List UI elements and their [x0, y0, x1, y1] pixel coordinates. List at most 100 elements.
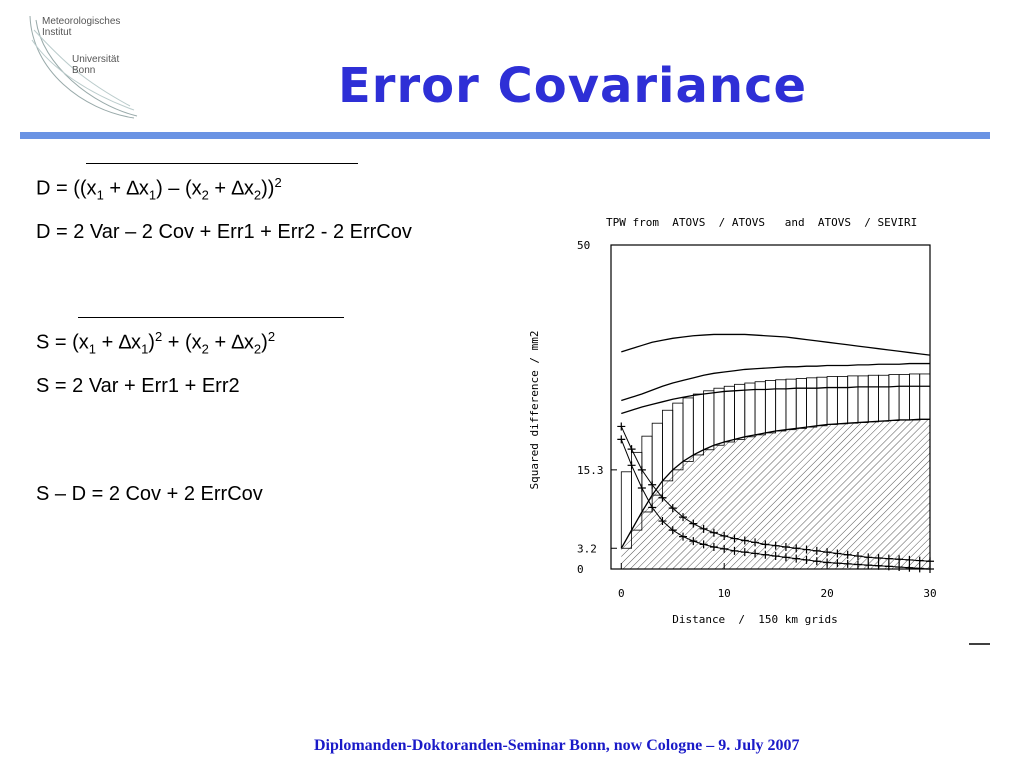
- box-bar: [919, 373, 931, 420]
- formula-s-overline: [78, 317, 344, 318]
- plus-marker: [709, 542, 718, 551]
- plus-marker: [853, 560, 862, 569]
- logo-text-line4: Bonn: [72, 65, 96, 76]
- box-bar: [867, 374, 879, 423]
- plus-marker: [720, 544, 729, 553]
- plus-marker: [895, 555, 904, 564]
- y-tick-label: 0: [577, 563, 584, 576]
- series-line: [621, 362, 930, 402]
- plus-marker: [864, 561, 873, 570]
- box-bar: [816, 376, 828, 427]
- plus-marker: [771, 552, 780, 561]
- plus-marker: [905, 563, 914, 572]
- box-bar: [785, 378, 797, 431]
- x-tick-label: 20: [820, 587, 833, 600]
- box-bar: [682, 397, 694, 462]
- box-bar: [888, 374, 900, 422]
- formula-s-definition: S = (x1 + ∆x1)2 + (x2 + ∆x2)2: [36, 329, 276, 357]
- series-line: [621, 333, 931, 356]
- plus-marker: [699, 524, 708, 533]
- plus-marker: [679, 513, 688, 522]
- box-bar: [898, 374, 910, 421]
- plus-marker: [709, 528, 718, 537]
- box-bar: [703, 390, 715, 451]
- series-line: [620, 418, 930, 549]
- box-bar: [672, 402, 684, 471]
- footer-citation: Diplomanden-Doktoranden-Seminar Bonn, no…: [314, 737, 800, 754]
- plus-marker: [781, 553, 790, 562]
- plus-marker: [823, 548, 832, 557]
- plus-marker: [689, 537, 698, 546]
- tick-layer: 0 10 20 30 0 3.2 15.3 50: [577, 239, 937, 600]
- plus-marker: [792, 554, 801, 563]
- plus-marker: [751, 538, 760, 547]
- plus-marker: [833, 549, 842, 558]
- formula-s-expansion: S = 2 Var + Err1 + Err2: [36, 375, 240, 397]
- plus-marker: [627, 445, 636, 454]
- logo-text-line3: Universität: [72, 54, 120, 65]
- box-bar: [826, 376, 838, 425]
- plus-marker: [771, 541, 780, 550]
- plot-frame: [610, 244, 931, 570]
- plus-marker: [895, 563, 904, 572]
- box-bar: [878, 374, 890, 422]
- box-bar: [909, 373, 921, 421]
- box-bar: [713, 387, 725, 446]
- formula-d-definition: D = ((x1 + ∆x1) – (x2 + ∆x2))2: [36, 175, 282, 203]
- box-bar: [775, 379, 787, 432]
- hatched-area: [621, 419, 930, 569]
- plus-marker: [668, 526, 677, 535]
- y-tick-label: 3.2: [577, 542, 597, 555]
- plus-marker: [905, 555, 914, 564]
- plus-marker: [648, 480, 657, 489]
- plus-marker: [668, 504, 677, 513]
- chart-svg: TPW from ATOVS / ATOVS and ATOVS / SEVIR…: [528, 216, 996, 645]
- plus-marker: [648, 503, 657, 512]
- x-tick-label: 30: [923, 587, 936, 600]
- slide-title: Error Covariance: [338, 58, 808, 114]
- title-rule: [20, 132, 990, 139]
- marker-layer: [617, 422, 934, 573]
- box-bar: [857, 375, 869, 423]
- plus-marker: [915, 564, 924, 573]
- formula-d-overline: [86, 163, 358, 164]
- y-tick-label: 15.3: [577, 464, 604, 477]
- plus-marker: [740, 536, 749, 545]
- box-bar: [795, 378, 807, 429]
- formula-difference: S – D = 2 Cov + 2 ErrCov: [36, 483, 263, 505]
- plus-marker: [781, 542, 790, 551]
- plus-marker: [812, 546, 821, 555]
- box-bar: [662, 409, 674, 482]
- box-bar: [847, 375, 859, 424]
- box-bar: [734, 383, 746, 440]
- plus-marker: [699, 540, 708, 549]
- box-bar: [692, 393, 705, 456]
- plus-marker: [833, 559, 842, 568]
- chart-title: TPW from ATOVS / ATOVS and ATOVS / SEVIR…: [606, 216, 917, 229]
- plus-marker: [617, 435, 626, 444]
- hatched-area-layer: [621, 419, 930, 569]
- plus-marker: [627, 461, 636, 470]
- plus-marker: [761, 550, 770, 559]
- plus-marker: [730, 534, 739, 543]
- plus-marker: [658, 517, 667, 526]
- box-bar: [806, 377, 818, 428]
- squared-difference-chart: TPW from ATOVS / ATOVS and ATOVS / SEVIR…: [520, 205, 996, 660]
- box-bar: [723, 385, 735, 443]
- plus-marker: [884, 554, 893, 563]
- plus-marker: [689, 519, 698, 528]
- plus-marker: [802, 555, 811, 564]
- plus-marker: [792, 544, 801, 553]
- plus-marker: [740, 548, 749, 557]
- plus-marker: [679, 532, 688, 541]
- x-tick-label: 10: [718, 587, 731, 600]
- y-axis-label: Squared difference / mm2: [528, 331, 541, 490]
- logo-swoosh-icon: [29, 15, 138, 119]
- plus-marker: [843, 550, 852, 559]
- plus-marker: [617, 422, 626, 431]
- plus-marker: [658, 493, 667, 502]
- institute-logo: Meteorologisches Institut Universität Bo…: [22, 10, 152, 125]
- plus-marker: [812, 557, 821, 566]
- plus-marker: [874, 553, 883, 562]
- logo-text-line2: Institut: [42, 27, 72, 38]
